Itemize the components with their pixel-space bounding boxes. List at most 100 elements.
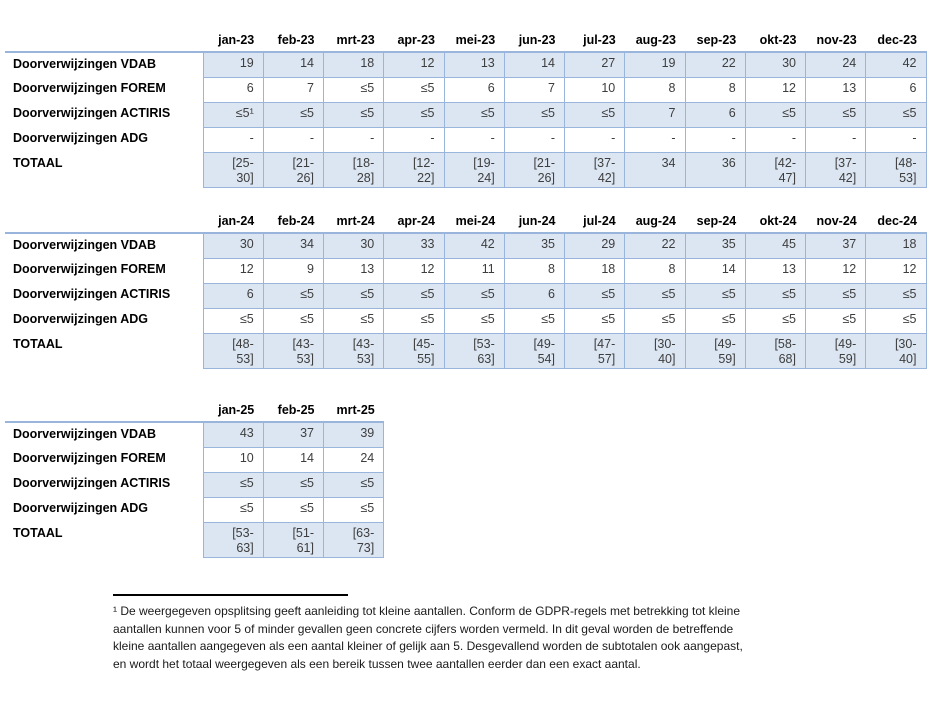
- table-row: Doorverwijzingen ACTIRIS ≤5¹ ≤5 ≤5 ≤5 ≤5 ≤5 ≤5 7…: [5, 101, 927, 128]
- value-cell: 12: [804, 257, 867, 284]
- value-cell: ≤5: [322, 496, 385, 523]
- value-cell: ≤5: [322, 76, 385, 103]
- value-cell: [18-28]: [322, 151, 385, 188]
- value-cell: -: [383, 126, 445, 153]
- row-label: Doorverwijzingen FOREM: [5, 447, 203, 472]
- value-cell: ≤5: [804, 101, 867, 128]
- value-cell: 12: [202, 257, 264, 284]
- value-cell: 36: [684, 151, 746, 188]
- value-cell: ≤5: [322, 471, 385, 498]
- value-cell: -: [202, 126, 264, 153]
- value-cell: ≤5: [624, 282, 686, 309]
- value-cell: ≤5: [202, 496, 264, 523]
- value-cell: [37-42]: [804, 151, 867, 188]
- value-cell: 18: [865, 232, 927, 259]
- value-cell: ≤5: [744, 101, 807, 128]
- value-cell: ≤5: [865, 307, 927, 334]
- value-cell: 6: [503, 282, 566, 309]
- row-label: Doorverwijzingen ACTIRIS: [5, 102, 203, 127]
- value-cell: -: [865, 126, 927, 153]
- value-cell: 10: [202, 446, 264, 473]
- value-cell: ≤5: [624, 307, 686, 334]
- month-header: feb-25: [263, 385, 324, 423]
- value-cell: 30: [202, 232, 264, 259]
- value-cell: ≤5: [383, 76, 445, 103]
- month-header: feb-24: [263, 196, 324, 234]
- value-cell: 43: [202, 421, 264, 448]
- footnote-line: en wordt het totaal weergegeven als een …: [113, 656, 641, 671]
- month-header: mrt-24: [323, 196, 384, 234]
- value-cell: 10: [563, 76, 626, 103]
- value-cell: 7: [262, 76, 325, 103]
- value-cell: 6: [202, 76, 264, 103]
- row-label: Doorverwijzingen ADG: [5, 497, 203, 522]
- value-cell: 12: [744, 76, 807, 103]
- value-cell: ≤5: [322, 101, 385, 128]
- value-cell: 14: [503, 51, 566, 78]
- value-cell: 12: [865, 257, 927, 284]
- value-cell: [21-26]: [262, 151, 325, 188]
- value-cell: [37-42]: [563, 151, 626, 188]
- corner-cell: [5, 196, 203, 234]
- referrals-2024-table: jan-24 feb-24 mrt-24 apr-24 mei-24 jun-24 jul-…: [5, 196, 927, 369]
- value-cell: 13: [744, 257, 807, 284]
- value-cell: [43-53]: [262, 332, 325, 369]
- table-row: Doorverwijzingen ADG ≤5 ≤5 ≤5: [5, 496, 385, 523]
- row-label: TOTAAL: [5, 152, 203, 187]
- value-cell: ≤5: [262, 282, 325, 309]
- month-header: sep-24: [685, 196, 746, 234]
- row-label: TOTAAL: [5, 333, 203, 368]
- value-cell: [21-26]: [503, 151, 566, 188]
- value-cell: [51-61]: [262, 521, 325, 558]
- value-cell: [48-53]: [865, 151, 927, 188]
- month-header: aug-23: [624, 15, 685, 53]
- month-header: mei-24: [444, 196, 505, 234]
- referrals-2025: jan-25 feb-25 mrt-25 Doorverwijzingen VDAB 4…: [5, 385, 385, 558]
- table-row: Doorverwijzingen ACTIRIS 6 ≤5 ≤5 ≤5 ≤5 6 ≤5 ≤5 ≤5…: [5, 282, 927, 309]
- value-cell: ≤5: [202, 471, 264, 498]
- row-label: Doorverwijzingen ACTIRIS: [5, 472, 203, 497]
- value-cell: ≤5: [443, 282, 505, 309]
- value-cell: 30: [322, 232, 385, 259]
- value-cell: ≤5: [262, 471, 325, 498]
- value-cell: 18: [322, 51, 385, 78]
- header-row: jan-25 feb-25 mrt-25: [5, 385, 384, 423]
- month-header: mrt-23: [323, 15, 384, 53]
- value-cell: 34: [624, 151, 686, 188]
- value-cell: [12-22]: [383, 151, 445, 188]
- month-header: jan-24: [203, 196, 264, 234]
- value-cell: ≤5: [383, 282, 445, 309]
- month-header: jul-24: [564, 196, 625, 234]
- month-header: sep-23: [685, 15, 746, 53]
- value-cell: 24: [322, 446, 385, 473]
- value-cell: 35: [503, 232, 566, 259]
- value-cell: 19: [624, 51, 686, 78]
- value-cell: -: [503, 126, 566, 153]
- value-cell: [19-24]: [443, 151, 505, 188]
- value-cell: 37: [804, 232, 867, 259]
- month-header: jun-23: [504, 15, 565, 53]
- table-row: Doorverwijzingen ADG - - - - - - - - - - - -: [5, 126, 927, 153]
- value-cell: 29: [563, 232, 626, 259]
- value-cell: 8: [624, 257, 686, 284]
- value-cell: [47-57]: [563, 332, 626, 369]
- month-header: jul-23: [564, 15, 625, 53]
- footnote-separator: [113, 594, 348, 596]
- value-cell: [63-73]: [322, 521, 385, 558]
- value-cell: ≤5: [503, 307, 566, 334]
- footnote-line: kleine aantallen aangegeven als een aant…: [113, 639, 743, 653]
- month-header: okt-24: [745, 196, 806, 234]
- month-header: jan-23: [203, 15, 264, 53]
- value-cell: ≤5: [684, 307, 746, 334]
- value-cell: 45: [744, 232, 807, 259]
- value-cell: 11: [443, 257, 505, 284]
- value-cell: 6: [684, 101, 746, 128]
- value-cell: ≤5: [202, 307, 264, 334]
- value-cell: -: [684, 126, 746, 153]
- corner-cell: [5, 385, 203, 423]
- month-header: nov-24: [805, 196, 866, 234]
- value-cell: [42-47]: [744, 151, 807, 188]
- value-cell: 14: [262, 51, 325, 78]
- value-cell: [45-55]: [383, 332, 445, 369]
- corner-cell: [5, 15, 203, 53]
